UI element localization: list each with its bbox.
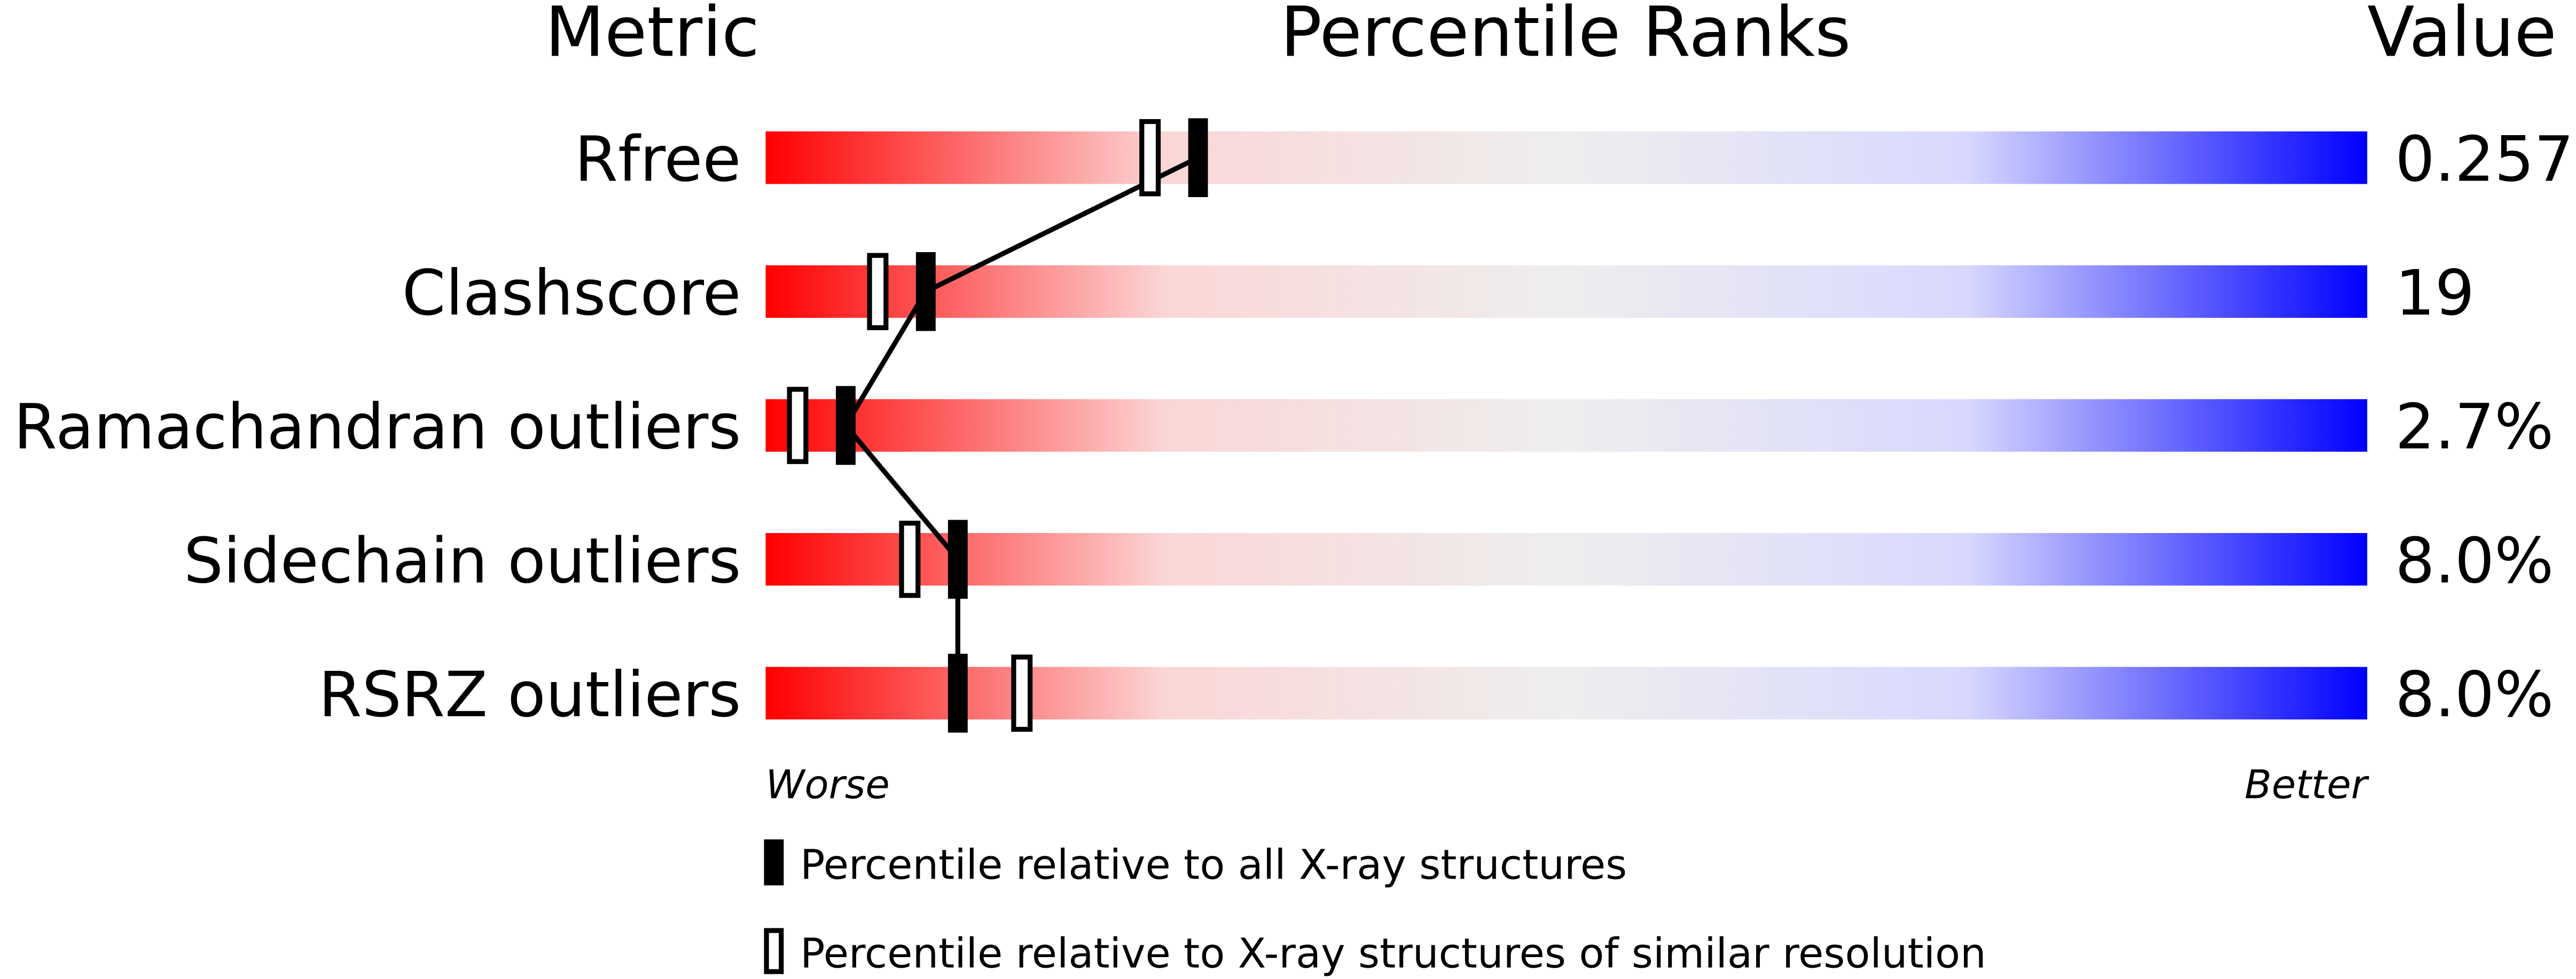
similar-resolution-marker (1011, 654, 1033, 732)
percentile-marker (948, 520, 968, 599)
similar-resolution-marker (1139, 119, 1161, 197)
percentile-bar (765, 533, 2368, 586)
metric-value: 8.0% (2395, 524, 2554, 597)
legend-label: Percentile relative to X-ray structures … (800, 930, 1986, 977)
metric-value: 0.257 (2395, 123, 2574, 195)
worse-label: Worse (765, 762, 889, 808)
header-value: Value (2367, 0, 2557, 73)
legend-swatch (764, 839, 784, 886)
header-metric: Metric (545, 0, 760, 73)
percentile-bar (765, 399, 2368, 452)
metric-label: Ramachandran outliers (13, 391, 741, 464)
similar-resolution-marker (867, 253, 889, 331)
percentile-marker (915, 252, 936, 331)
metric-label: RSRZ outliers (318, 659, 741, 731)
similar-resolution-marker (787, 387, 809, 464)
percentile-bar (765, 131, 2368, 184)
percentile-bar (765, 667, 2368, 720)
percentile-marker (948, 654, 968, 733)
header-ranks: Percentile Ranks (1280, 0, 1851, 73)
legend-swatch (764, 928, 784, 974)
metric-value: 2.7% (2395, 391, 2554, 464)
similar-resolution-marker (899, 520, 921, 598)
percentile-bar (765, 265, 2368, 318)
legend-label: Percentile relative to all X-ray structu… (800, 841, 1627, 889)
metric-label: Clashscore (402, 257, 741, 330)
percentile-marker (835, 386, 856, 465)
better-label: Better (2244, 762, 2369, 808)
metric-value: 8.0% (2395, 659, 2554, 731)
metric-label: Sidechain outliers (184, 524, 741, 597)
metric-value: 19 (2395, 257, 2475, 330)
percentile-marker (1188, 118, 1208, 198)
metric-label: Rfree (575, 123, 741, 195)
